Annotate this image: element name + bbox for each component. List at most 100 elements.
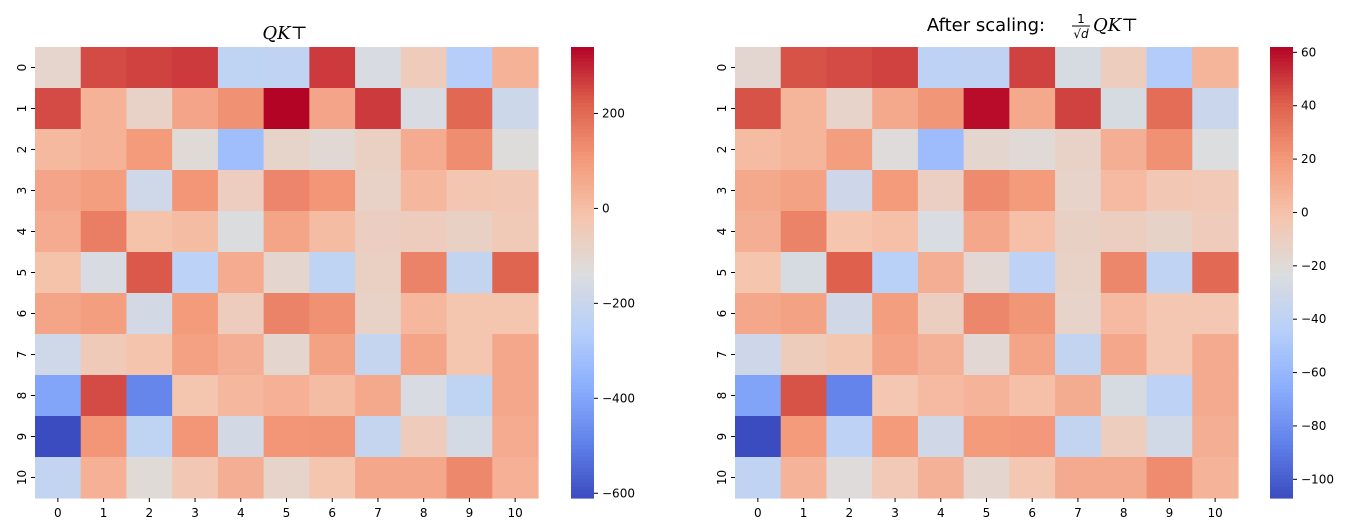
colorbar-segment: [1270, 328, 1293, 334]
heatmap-cell: [80, 293, 128, 335]
heatmap-cell: [1100, 129, 1148, 171]
colorbar-segment: [1270, 287, 1293, 292]
colorbar-segment: [571, 88, 594, 93]
heatmap-cell: [1009, 88, 1056, 130]
heatmap-cell: [355, 170, 402, 212]
colorbar-segment: [571, 287, 594, 292]
heatmap-cell: [735, 129, 782, 171]
heatmap-cell: [872, 252, 919, 294]
heatmap-cell: [217, 416, 265, 458]
x-tick-label: 1: [100, 506, 108, 520]
heatmap-cell: [172, 47, 219, 89]
colorbar-segment: [571, 133, 594, 138]
heatmap-cell: [355, 334, 402, 376]
colorbar-segment: [1270, 332, 1293, 337]
heatmap-cell: [446, 252, 493, 294]
x-tick-label: 8: [420, 506, 428, 520]
colorbar-segment: [571, 95, 594, 101]
heatmap-cell: [446, 47, 493, 89]
colorbar-segment: [571, 302, 594, 307]
heatmap-cell: [1146, 47, 1193, 89]
title-suffix: QK⊤: [1093, 15, 1138, 36]
colorbar-segment: [1270, 212, 1293, 217]
heatmap-cell: [1146, 211, 1193, 253]
colorbar-segment: [571, 178, 594, 183]
heatmap-cell: [1055, 375, 1102, 417]
colorbar-segment: [571, 381, 594, 386]
colorbar-segment: [1270, 325, 1293, 330]
heatmap-cell: [35, 252, 82, 294]
colorbar-segment: [571, 355, 594, 360]
heatmap-cell: [35, 170, 82, 212]
colorbar-segment: [1270, 268, 1293, 274]
colorbar-segment: [571, 467, 594, 473]
x-tick-label: 1: [800, 506, 808, 520]
colorbar-segment: [571, 212, 594, 217]
colorbar-segment: [1270, 464, 1293, 469]
colorbar-segment: [1270, 99, 1293, 104]
heatmap-cell: [217, 293, 265, 335]
colorbar-segment: [1270, 216, 1293, 221]
x-tick-label: 0: [754, 506, 762, 520]
heatmap-cell: [400, 211, 448, 253]
heatmap-cell: [492, 170, 539, 212]
colorbar-segment: [1270, 219, 1293, 225]
colorbar-segment: [1270, 201, 1293, 206]
y-tick-label: 0: [715, 64, 729, 72]
colorbar-segment: [1270, 373, 1293, 379]
heatmap-cell: [492, 457, 539, 499]
heatmap-cell: [309, 211, 356, 253]
colorbar-segment: [1270, 110, 1293, 116]
heatmap-cell: [217, 211, 265, 253]
y-tick-label: 6: [715, 310, 729, 318]
heatmap-cell: [1100, 47, 1148, 89]
heatmap-panel-scaled: After scaling: 1√d QK⊤ 0 1 2 3 4 5 6 7 8 9 10 01234…: [715, 12, 1334, 520]
heatmap-cell: [1192, 170, 1239, 212]
heatmap-cell: [263, 88, 310, 130]
colorbar-segment: [571, 490, 594, 495]
heatmap-cell: [917, 375, 965, 417]
heatmap-cell: [826, 457, 873, 499]
heatmap-cell: [917, 170, 965, 212]
colorbar-segment: [1270, 129, 1293, 135]
heatmap-cell: [872, 457, 919, 499]
heatmap-cell: [872, 47, 919, 89]
colorbar-segment: [1270, 50, 1293, 56]
heatmap-cell: [309, 88, 356, 130]
heatmap-cell: [126, 211, 173, 253]
heatmap-cell: [963, 416, 1010, 458]
colorbar-segment: [571, 430, 594, 435]
heatmap-cell: [492, 293, 539, 335]
heatmap-cell: [309, 293, 356, 335]
heatmap-cell: [1192, 334, 1239, 376]
colorbar-segment: [1270, 340, 1293, 345]
colorbar-segment: [571, 159, 594, 165]
colorbar-segment: [571, 358, 594, 364]
colorbar-segment: [1270, 389, 1293, 394]
heatmap-cell: [826, 416, 873, 458]
colorbar-segment: [1270, 302, 1293, 307]
y-tick-label: 6: [15, 310, 29, 318]
colorbar-segment: [1270, 234, 1293, 240]
colorbar-segment: [1270, 144, 1293, 150]
heatmap-cell: [917, 88, 965, 130]
colorbar-segment: [1270, 456, 1293, 462]
colorbar-segment: [1270, 80, 1293, 86]
colorbar-segment: [1270, 242, 1293, 247]
heatmap-cell: [1055, 47, 1102, 89]
colorbar-segment: [571, 328, 594, 334]
colorbar-segment: [571, 471, 594, 477]
colorbar-segment: [1270, 347, 1293, 353]
colorbar-segment: [1270, 400, 1293, 405]
heatmap-cell: [917, 416, 965, 458]
heatmap-cell: [826, 88, 873, 130]
x-tick-label: 2: [845, 506, 853, 520]
colorbar-segment: [571, 321, 594, 326]
colorbar-segment: [571, 272, 594, 277]
colorbar-segment: [571, 370, 594, 375]
heatmap-cell: [872, 211, 919, 253]
heatmap-cell: [917, 211, 965, 253]
heatmap-cell: [126, 416, 173, 458]
colorbar-segment: [571, 415, 594, 420]
heatmap-cell: [1192, 211, 1239, 253]
